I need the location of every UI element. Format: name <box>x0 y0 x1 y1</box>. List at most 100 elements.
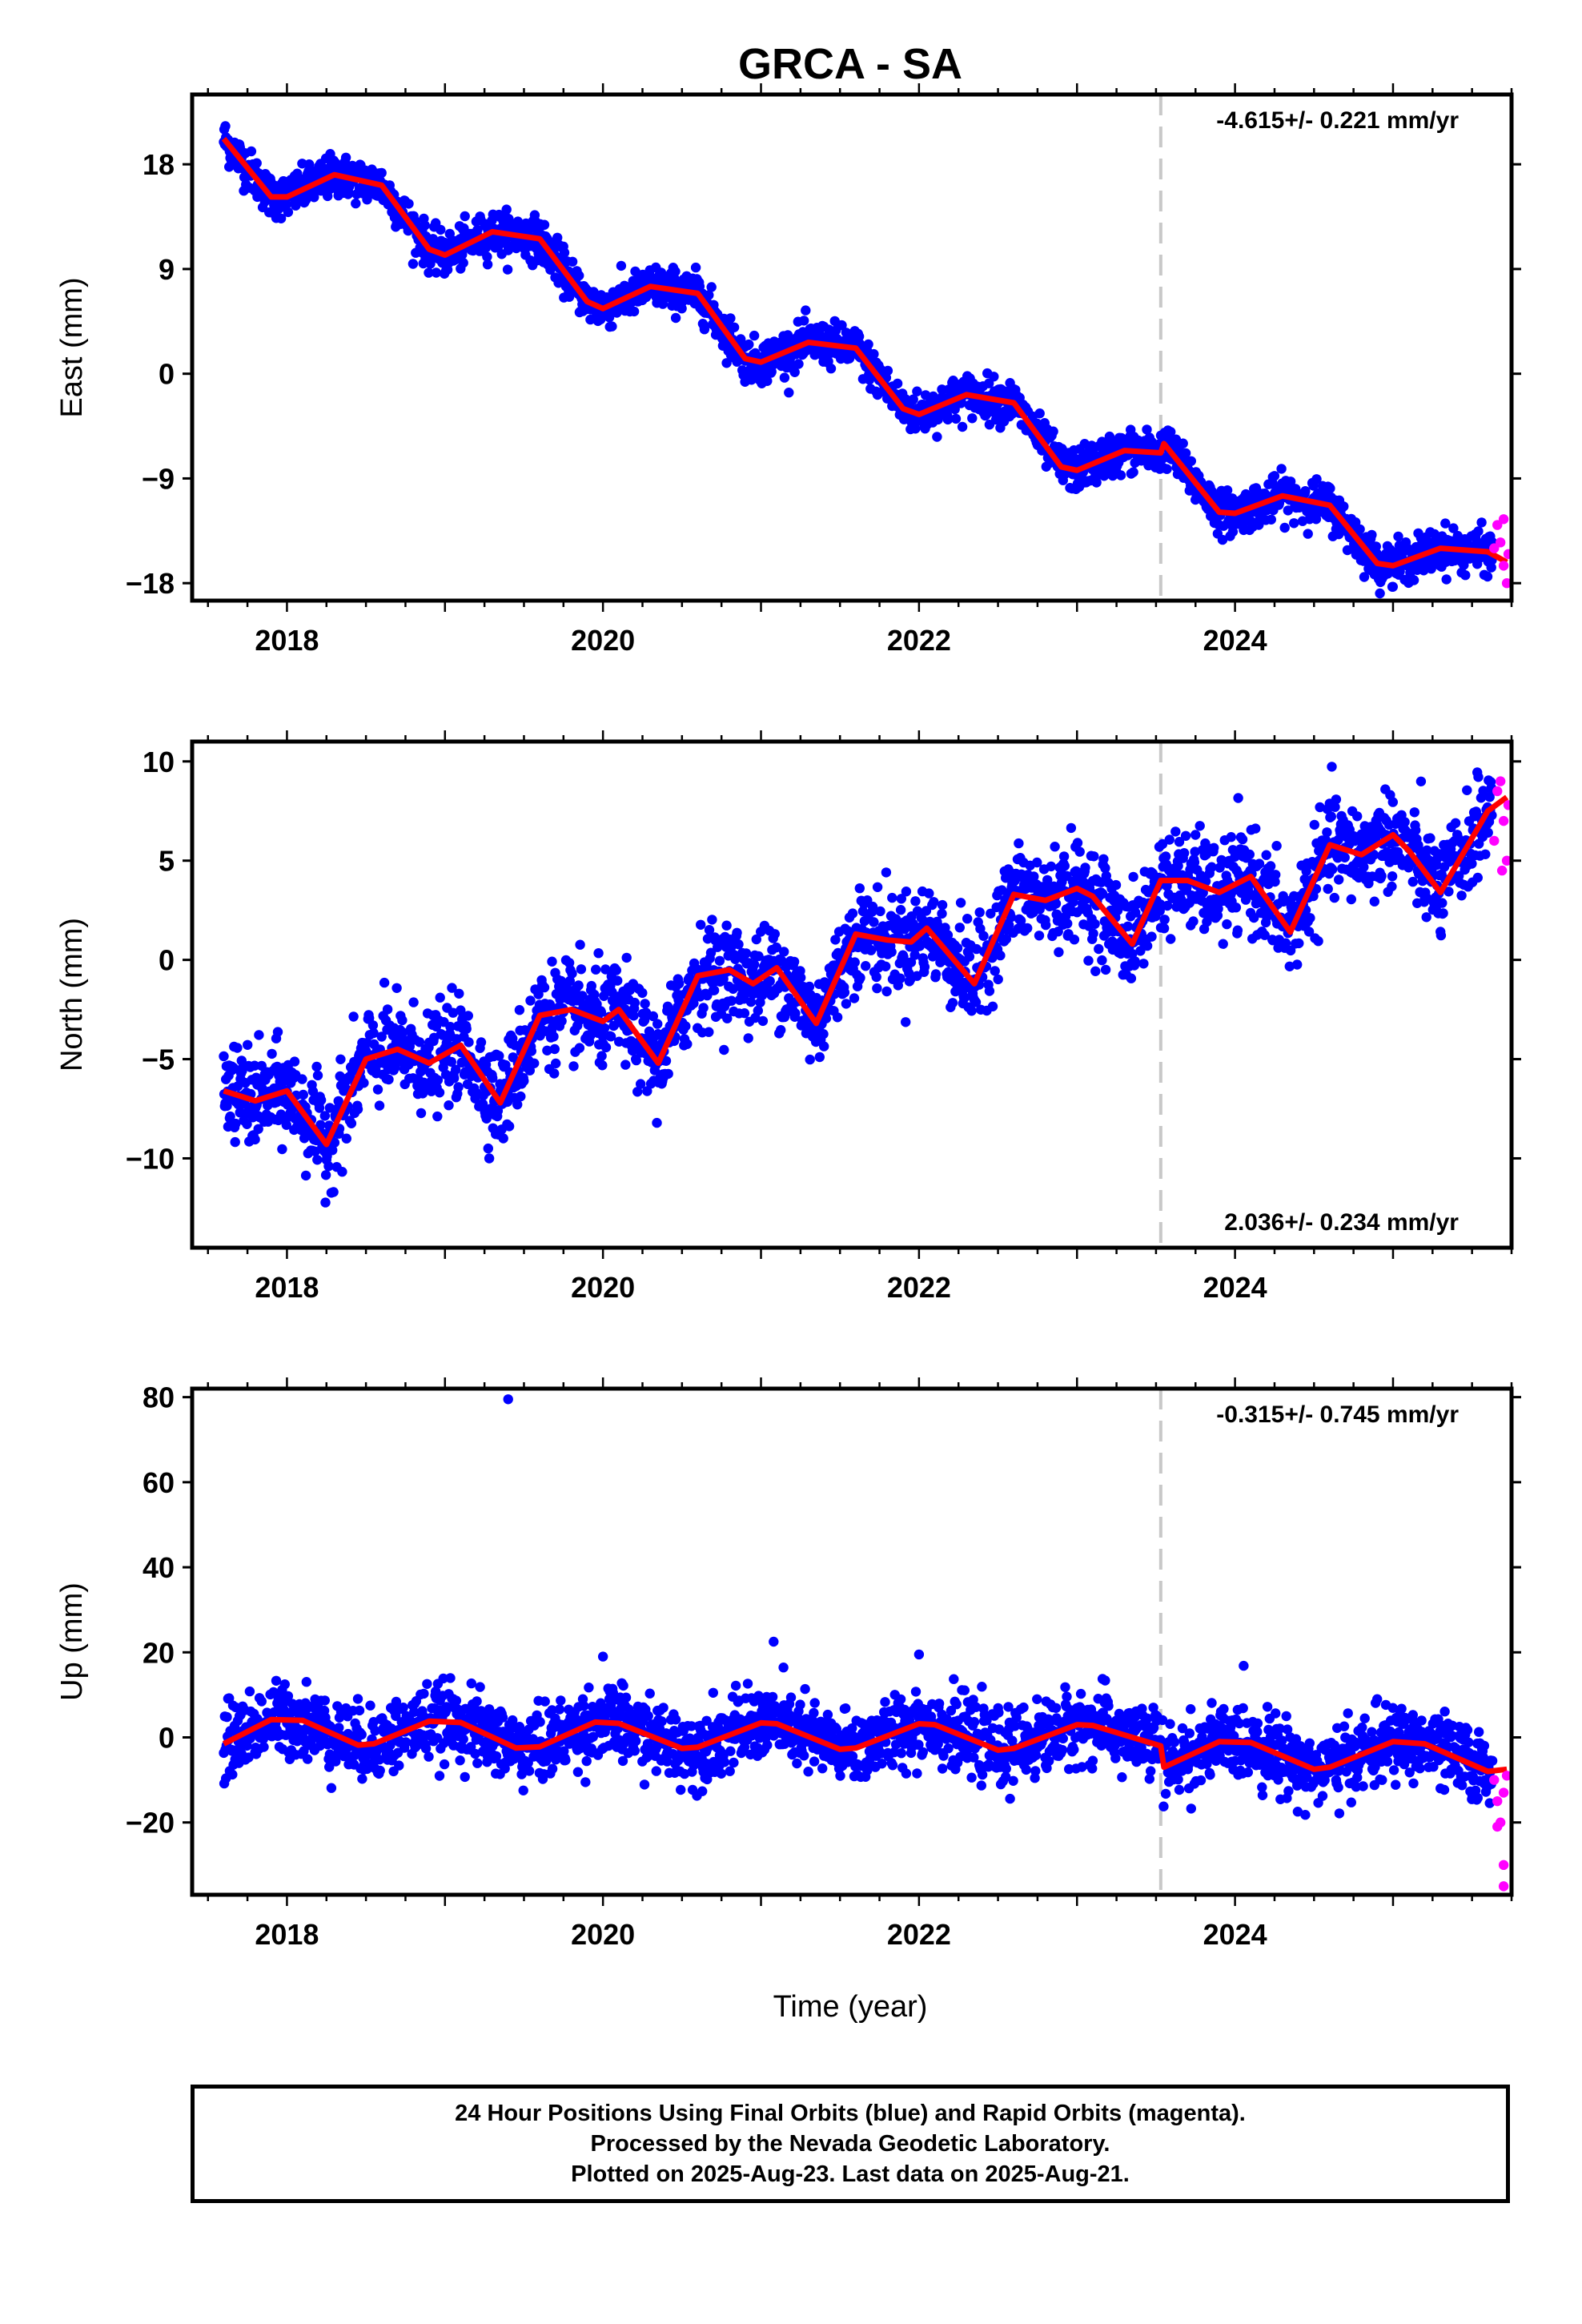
data-point <box>573 980 584 991</box>
data-point <box>1048 426 1058 436</box>
data-point <box>741 948 752 959</box>
data-point <box>631 1055 641 1066</box>
data-point <box>1222 919 1232 930</box>
data-point <box>444 1100 454 1111</box>
data-point <box>1041 919 1051 931</box>
data-point <box>805 1054 815 1065</box>
data-point <box>230 1136 240 1148</box>
data-point <box>995 950 1006 961</box>
data-point <box>652 1117 662 1128</box>
y-tick-label: 20 <box>143 1636 175 1669</box>
data-point <box>591 964 601 975</box>
data-point <box>849 993 860 1003</box>
data-point <box>1326 811 1337 822</box>
data-point <box>730 954 741 965</box>
data-point <box>529 1058 540 1069</box>
data-point <box>814 1051 825 1063</box>
data-point <box>1173 861 1183 871</box>
data-point <box>704 1027 714 1037</box>
y-tick-label: −20 <box>126 1807 175 1839</box>
y-tick-label: 60 <box>143 1466 175 1499</box>
data-point <box>790 1008 801 1019</box>
data-point <box>699 324 710 335</box>
data-point <box>962 914 973 924</box>
y-tick-label: 0 <box>159 944 175 977</box>
data-point <box>275 213 287 223</box>
data-point <box>984 986 995 996</box>
data-point <box>1175 894 1186 905</box>
data-point <box>1443 887 1454 897</box>
data-point <box>404 1041 415 1051</box>
data-point <box>1054 947 1064 958</box>
data-point <box>1160 851 1171 862</box>
x-tick-label: 2018 <box>255 1918 319 1951</box>
data-point <box>504 1121 515 1132</box>
data-point <box>1279 522 1290 533</box>
data-point <box>232 1043 243 1053</box>
data-point <box>1269 471 1280 481</box>
data-point <box>967 413 978 424</box>
data-point <box>525 995 536 1006</box>
data-point <box>1231 903 1242 913</box>
data-point <box>1283 505 1294 516</box>
data-point <box>670 312 681 324</box>
data-point <box>397 1015 408 1026</box>
data-point <box>882 365 893 376</box>
data-point <box>1100 964 1111 975</box>
data-point <box>908 394 918 404</box>
data-point <box>1303 529 1313 539</box>
y-tick-label: 9 <box>159 253 175 286</box>
data-point <box>320 1197 331 1208</box>
rapid-orbit-points <box>1489 776 1512 876</box>
y-tick-label: 10 <box>143 746 175 778</box>
data-point <box>1305 913 1315 923</box>
data-point <box>779 947 789 957</box>
data-point <box>408 259 419 269</box>
data-point <box>289 1056 300 1067</box>
data-point <box>721 358 732 368</box>
data-point <box>1083 955 1094 966</box>
rapid-point <box>1495 537 1506 548</box>
data-point <box>1311 514 1322 525</box>
rapid-point <box>1492 786 1503 797</box>
data-point <box>502 264 513 275</box>
data-point <box>1422 845 1432 856</box>
data-point <box>242 1119 252 1130</box>
data-point <box>744 339 754 350</box>
data-point <box>1309 819 1320 830</box>
data-point <box>629 997 640 1008</box>
data-point <box>1483 827 1493 838</box>
data-point <box>1339 501 1349 512</box>
data-point <box>1301 866 1311 877</box>
data-point <box>1473 772 1484 782</box>
data-point <box>887 892 897 903</box>
data-point <box>648 1011 658 1022</box>
data-point <box>484 1153 495 1164</box>
data-point <box>1178 848 1190 858</box>
data-point <box>704 925 715 935</box>
data-point <box>1325 483 1335 494</box>
data-point <box>320 1170 331 1180</box>
data-point <box>228 1063 239 1073</box>
data-point <box>1062 919 1073 929</box>
data-point <box>1294 938 1304 949</box>
data-point <box>1292 959 1303 970</box>
x-tick-label: 2022 <box>887 1271 951 1304</box>
data-point <box>1276 464 1287 474</box>
data-point <box>1122 921 1134 932</box>
rapid-point <box>1503 800 1512 810</box>
plot-frame <box>190 92 1514 603</box>
data-point <box>559 247 570 258</box>
data-point <box>726 995 737 1006</box>
data-point <box>932 432 942 442</box>
data-point <box>434 1088 445 1098</box>
data-point <box>663 1068 673 1080</box>
data-point <box>1162 464 1172 474</box>
data-point <box>1480 849 1491 860</box>
data-point <box>789 367 800 377</box>
rapid-orbit-points <box>1489 514 1512 589</box>
data-point <box>374 1100 385 1111</box>
rapid-point <box>1492 520 1503 530</box>
data-point <box>1146 931 1157 942</box>
